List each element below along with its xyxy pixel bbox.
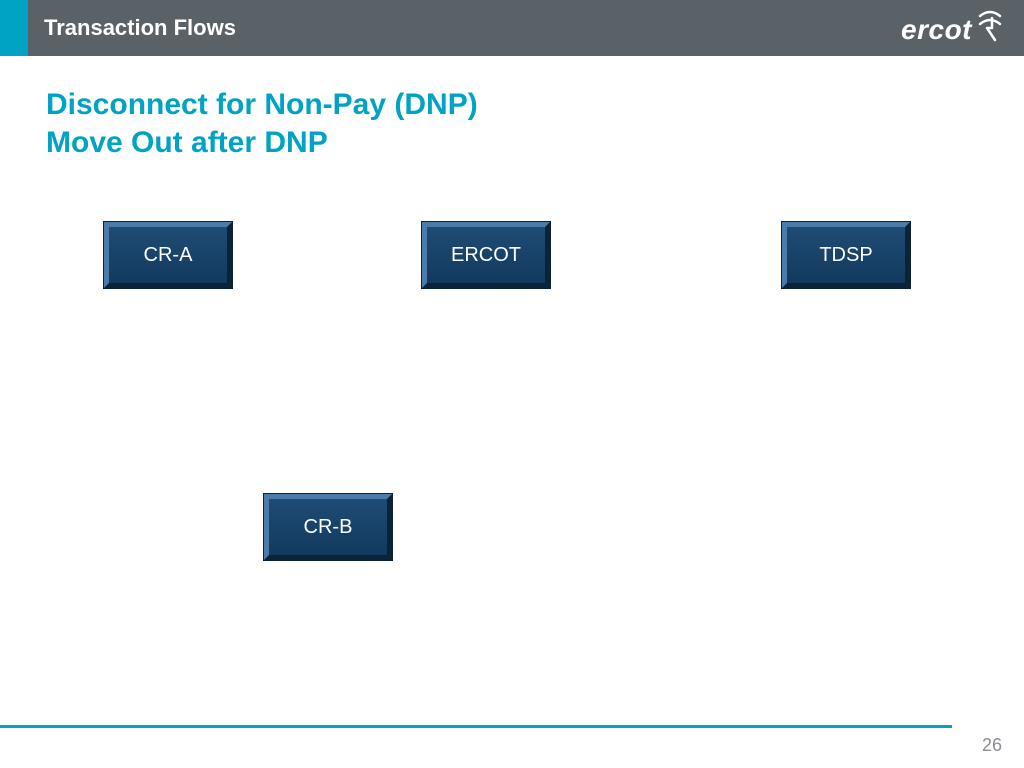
- header-title: Transaction Flows: [44, 15, 236, 41]
- slide-title: Disconnect for Non-Pay (DNP) Move Out af…: [46, 86, 478, 161]
- logo-text: ercot: [901, 14, 972, 46]
- footer-rule: [0, 725, 952, 728]
- ercot-logo: ercot: [901, 10, 1004, 49]
- node-cr-a: CR-A: [104, 222, 232, 288]
- node-ercot: ERCOT: [422, 222, 550, 288]
- logo-mark-icon: [976, 10, 1004, 49]
- title-line-1: Disconnect for Non-Pay (DNP): [46, 86, 478, 124]
- slide: Transaction Flows ercot Disconnect for N…: [0, 0, 1024, 768]
- header-bar: Transaction Flows ercot: [0, 0, 1024, 56]
- title-line-2: Move Out after DNP: [46, 124, 478, 162]
- node-tdsp: TDSP: [782, 222, 910, 288]
- header-accent: [0, 0, 28, 56]
- page-number: 26: [982, 735, 1002, 756]
- node-cr-b: CR-B: [264, 494, 392, 560]
